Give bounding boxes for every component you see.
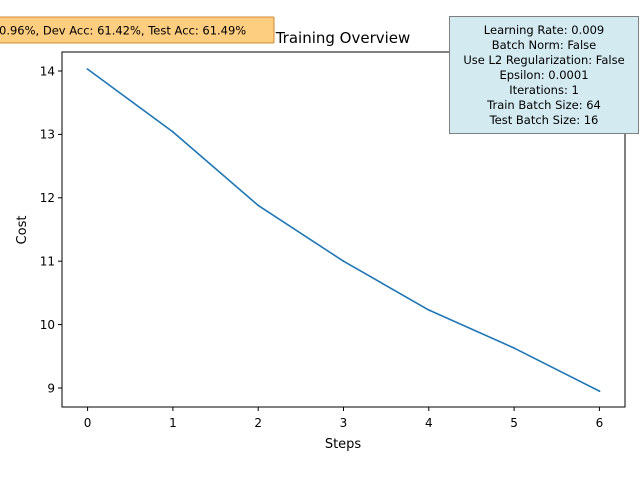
x-tick-label: 1: [169, 416, 177, 430]
y-tick-label: 13: [40, 128, 55, 142]
y-tick-label: 11: [40, 254, 55, 268]
cost-series-points: [86, 68, 601, 393]
y-tick-label: 12: [40, 191, 55, 205]
x-axis-label: Steps: [325, 437, 362, 452]
y-tick-label: 10: [40, 318, 55, 332]
cost-data-point: [171, 130, 174, 133]
x-tick-label: 5: [510, 416, 518, 430]
y-tick-label: 9: [47, 381, 55, 395]
y-axis-label: Cost: [15, 216, 30, 245]
accuracy-annotation: 0.96%, Dev Acc: 61.42%, Test Acc: 61.49%: [0, 16, 275, 44]
cost-data-point: [86, 68, 89, 71]
hyperparameter-line: Epsilon: 0.0001: [499, 68, 588, 82]
x-tick-label: 4: [425, 416, 433, 430]
hyperparameter-line: Iterations: 1: [509, 83, 579, 97]
hyperparameter-line: Train Batch Size: 64: [486, 98, 601, 112]
chart-title: Training Overview: [275, 29, 411, 47]
x-tick-label: 6: [596, 416, 604, 430]
cost-data-point: [513, 347, 516, 349]
hyperparameter-line: Test Batch Size: 16: [489, 113, 599, 127]
cost-data-point: [342, 260, 345, 263]
cost-data-point: [257, 204, 260, 207]
hyperparameters-box: [449, 16, 639, 134]
y-tick-label: 14: [40, 64, 55, 78]
x-tick-label: 3: [340, 416, 348, 430]
accuracy-annotation-box: [0, 16, 275, 44]
hyperparameter-line: Use L2 Regularization: False: [463, 53, 624, 67]
x-tick-label: 2: [254, 416, 262, 430]
hyperparameter-line: Learning Rate: 0.009: [484, 23, 604, 37]
cost-data-point: [427, 309, 430, 311]
accuracy-annotation-text: 0.96%, Dev Acc: 61.42%, Test Acc: 61.49%: [0, 24, 246, 38]
x-axis-ticks: 0 1 2 3 4 5 6: [84, 407, 603, 430]
cost-data-point: [598, 390, 601, 393]
hyperparameter-line: Batch Norm: False: [492, 38, 596, 52]
x-tick-label: 0: [84, 416, 92, 430]
y-axis-ticks: 9 10 11 12 13 14: [40, 64, 62, 395]
